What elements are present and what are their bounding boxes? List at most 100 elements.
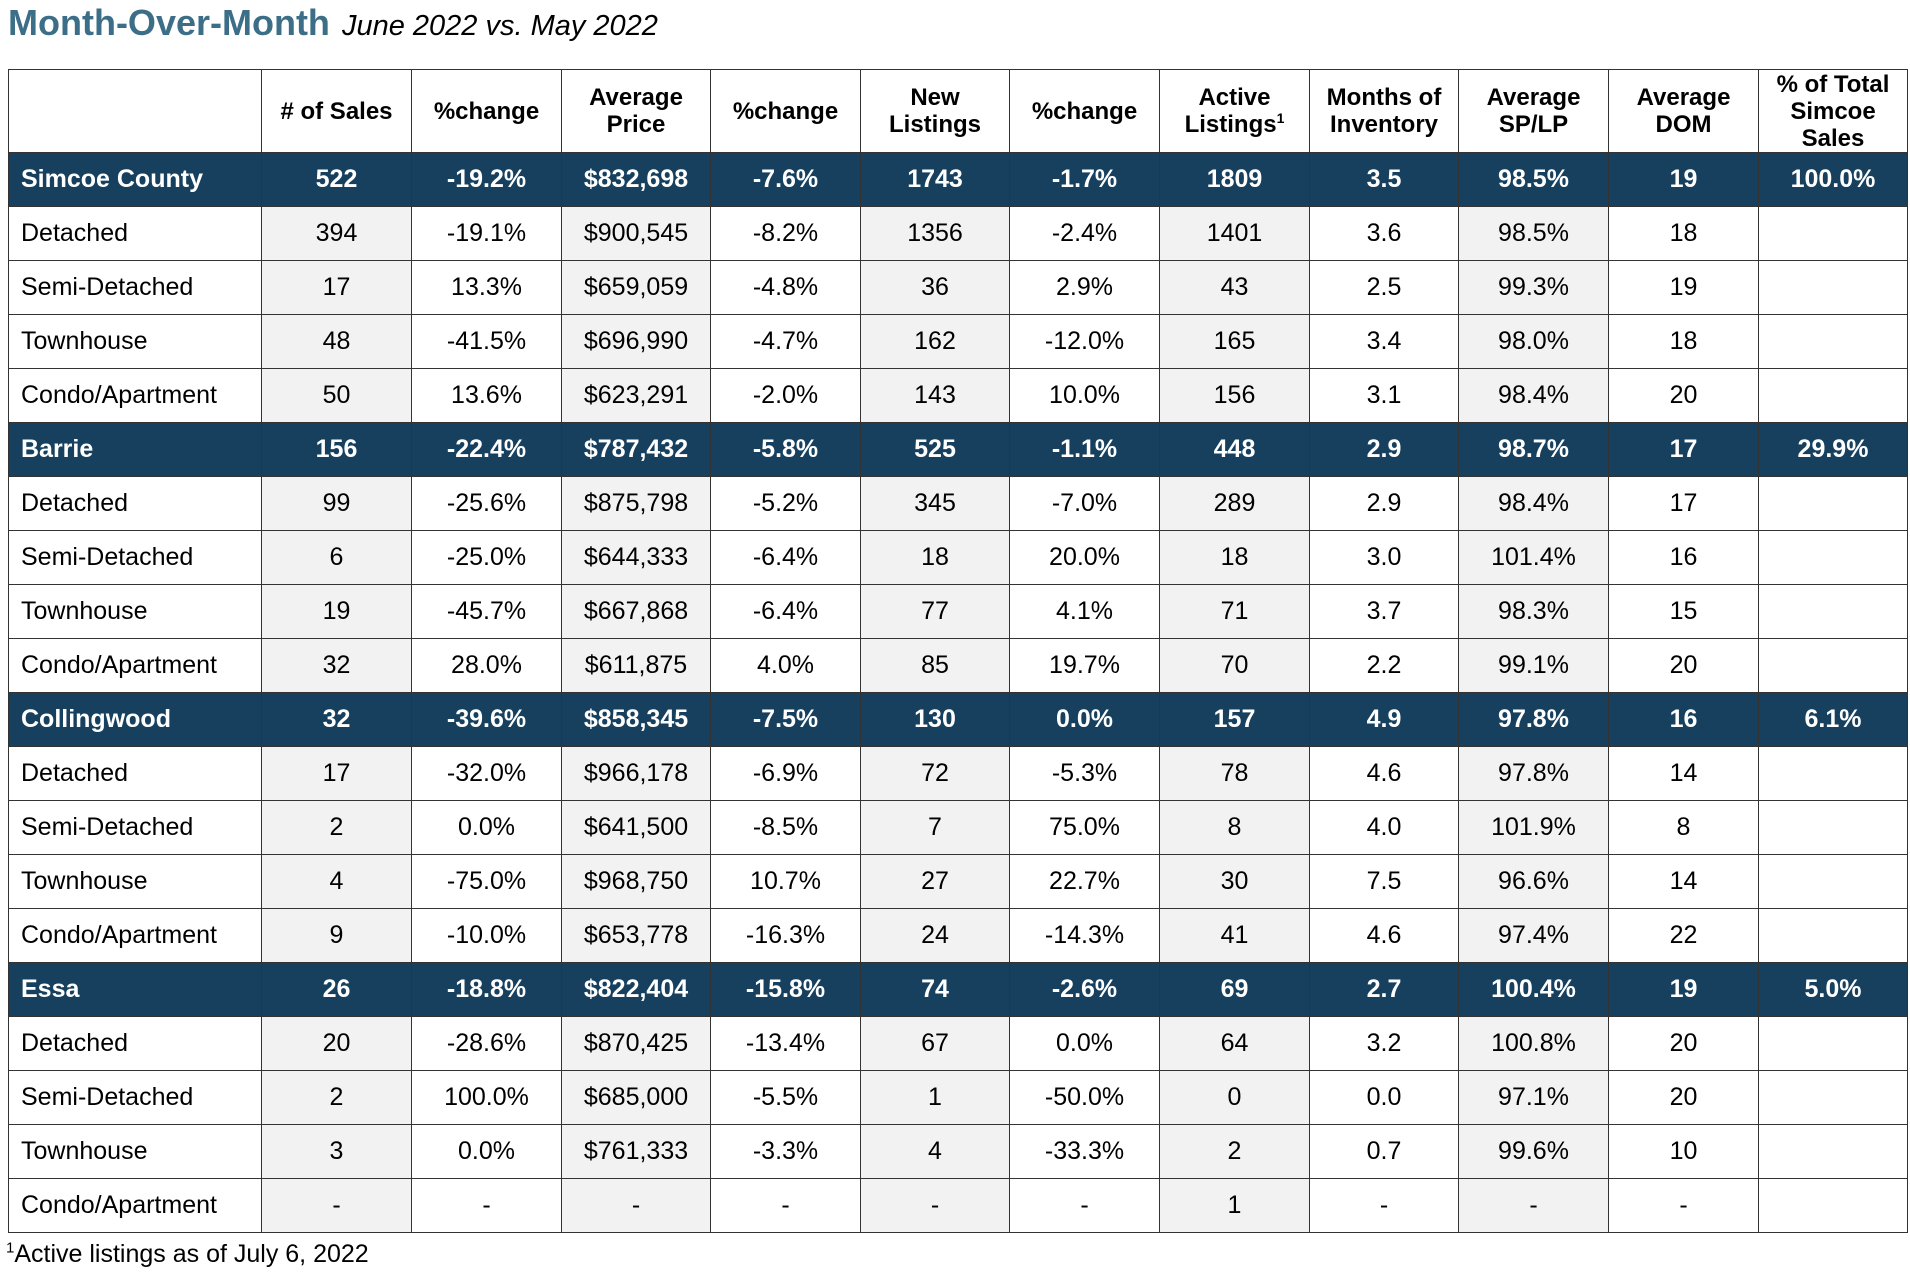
table-cell: - [261,1178,412,1233]
region-row: Collingwood 32 -39.6% $858,345 -7.5% 130 0.0% 1… [8,692,1908,747]
table-cell: 30 [1159,854,1310,909]
table-cell: 98.5% [1458,152,1609,207]
region-row: Essa 26 -18.8% $822,404 -15.8% 74 -2.6% 69 2.7 10… [8,962,1908,1017]
table-cell: 165 [1159,314,1310,369]
table-cell: 24 [860,908,1010,963]
table-cell: -15.8% [710,962,861,1017]
table-cell: 18 [1608,206,1759,261]
table-cell: 100.8% [1458,1016,1609,1071]
column-header-label: Average Price [589,84,683,138]
table-cell: 2 [261,1070,412,1125]
table-cell: 98.5% [1458,206,1609,261]
table-row: Condo/Apartment - - - - - -1- - - [8,1178,1908,1233]
row-label: Townhouse [8,854,262,909]
row-label: Semi-Detached [8,260,262,315]
column-header-label: New Listings [888,84,981,138]
table-cell: 16 [1608,530,1759,585]
table-cell: 50 [261,368,412,423]
table-cell: -5.8% [710,422,861,477]
row-label: Townhouse [8,1124,262,1179]
table-cell: 98.7% [1458,422,1609,477]
page-title: Month-Over-Month June 2022 vs. May 2022 [8,2,658,52]
table-cell: 29.9% [1758,422,1908,477]
table-cell: 6.1% [1758,692,1908,747]
table-cell: 1 [1159,1178,1310,1233]
table-cell: 0.7 [1309,1124,1459,1179]
table-cell: 99.1% [1458,638,1609,693]
table-cell: 99.6% [1458,1124,1609,1179]
column-header: Average Price [561,69,711,153]
table-cell: -5.3% [1009,746,1160,801]
column-header: %change [411,69,562,153]
table-cell: - [561,1178,711,1233]
table-cell: -19.2% [411,152,562,207]
table-cell: 22.7% [1009,854,1160,909]
table-cell: 101.9% [1458,800,1609,855]
table-cell: -41.5% [411,314,562,369]
table-cell [1758,908,1908,963]
table-cell: $644,333 [561,530,711,585]
row-label: Townhouse [8,584,262,639]
table-cell [1758,314,1908,369]
table-cell: 4.9 [1309,692,1459,747]
table-row: Semi-Detached 2 0.0% $641,500 -8.5% 7 75.0% 8 4.… [8,800,1908,855]
table-cell: -16.3% [710,908,861,963]
table-cell: 2.5 [1309,260,1459,315]
table-row: Townhouse 4 -75.0% $968,750 10.7% 27 22.7% 30 7.… [8,854,1908,909]
table-cell: 7.5 [1309,854,1459,909]
table-cell: 75.0% [1009,800,1160,855]
table-cell: $870,425 [561,1016,711,1071]
row-label: Barrie [8,422,262,477]
column-header-label: %change [732,97,839,125]
table-cell: -45.7% [411,584,562,639]
table-cell: 26 [261,962,412,1017]
table-cell: 10.0% [1009,368,1160,423]
table-cell: 17 [261,746,412,801]
table-cell: 18 [860,530,1010,585]
column-header: Average SP/LP [1458,69,1609,153]
table-cell: -33.3% [1009,1124,1160,1179]
title-main: Month-Over-Month [8,2,330,43]
table-cell: 14 [1608,854,1759,909]
table-cell: -25.0% [411,530,562,585]
table-cell: $822,404 [561,962,711,1017]
table-cell: -19.1% [411,206,562,261]
table-row: Condo/Apartment 9 -10.0% $653,778 -16.3% 24 -1… [8,908,1908,963]
table-cell: $667,868 [561,584,711,639]
table-cell: $659,059 [561,260,711,315]
table-cell: 20 [261,1016,412,1071]
table-cell [1758,260,1908,315]
footnote: 1Active listings as of July 6, 2022 [6,1240,369,1269]
table-cell: 97.8% [1458,692,1609,747]
row-label: Detached [8,476,262,531]
table-cell: 98.3% [1458,584,1609,639]
table-cell [1758,206,1908,261]
table-cell: 100.0% [1758,152,1908,207]
table-cell: - [710,1178,861,1233]
table-cell [1758,1178,1908,1233]
table-cell: $761,333 [561,1124,711,1179]
table-cell: -7.5% [710,692,861,747]
row-label: Condo/Apartment [8,908,262,963]
table-cell: 98.0% [1458,314,1609,369]
table-cell: 7 [860,800,1010,855]
row-label: Detached [8,1016,262,1071]
table-cell: 77 [860,584,1010,639]
table-cell: -1.7% [1009,152,1160,207]
column-header: %change [1009,69,1160,153]
table-cell: -5.2% [710,476,861,531]
table-cell: -12.0% [1009,314,1160,369]
table-row: Semi-Detached 17 13.3% $659,059 -4.8% 36 2.9% 4… [8,260,1908,315]
table-row: Townhouse 3 0.0% $761,333 -3.3% 4 -33.3% 2 0.7 99… [8,1124,1908,1179]
table-cell: - [1608,1178,1759,1233]
table-cell [1758,476,1908,531]
table-cell: $611,875 [561,638,711,693]
table-cell: 8 [1608,800,1759,855]
row-label: Detached [8,206,262,261]
table-cell: 130 [860,692,1010,747]
table-cell: 3 [261,1124,412,1179]
table-cell: 10.7% [710,854,861,909]
row-label: Semi-Detached [8,1070,262,1125]
table-cell: 20 [1608,638,1759,693]
table-cell: -8.2% [710,206,861,261]
